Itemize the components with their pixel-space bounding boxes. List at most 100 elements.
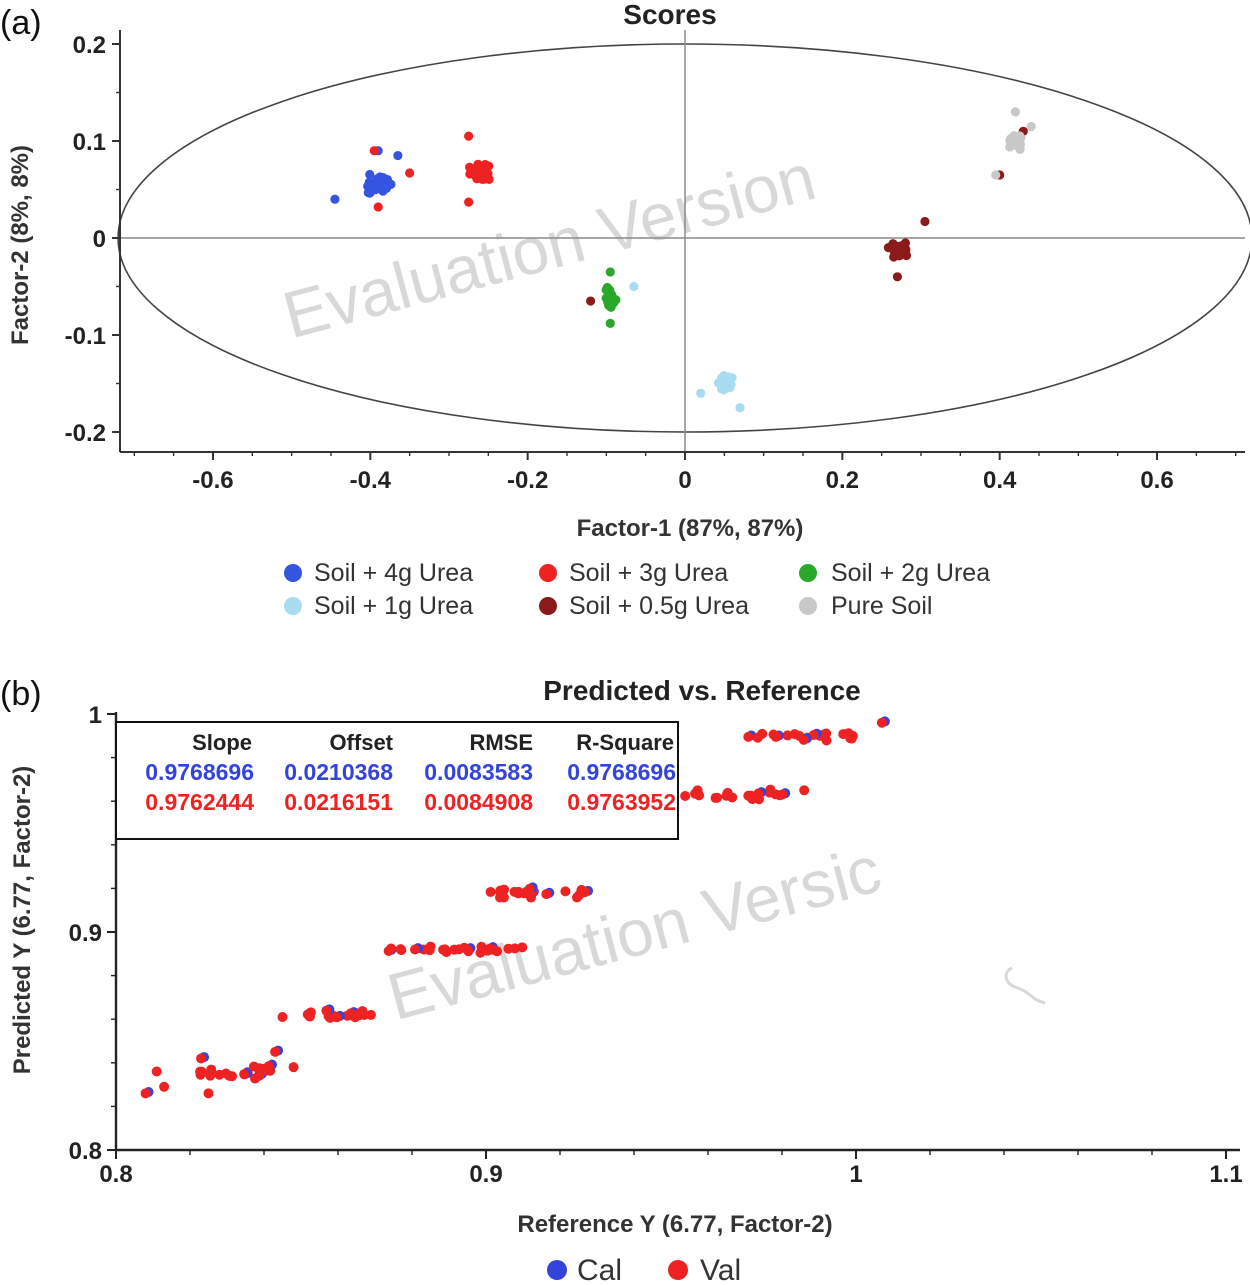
val-point — [765, 784, 776, 795]
val-point — [248, 1061, 259, 1072]
stats-header-offset: Offset — [329, 730, 393, 755]
val-point — [876, 717, 887, 728]
val-point — [410, 944, 421, 955]
point-soil-0-5g-urea — [920, 216, 930, 227]
val-point — [196, 1066, 207, 1077]
val-point — [694, 790, 705, 801]
val-point — [386, 943, 397, 954]
val-point — [509, 886, 520, 897]
legend-label-cal: Cal — [577, 1254, 622, 1285]
scores-y-axis-title: Factor-2 (8%, 8%) — [7, 145, 34, 345]
legend-marker-2g — [799, 564, 817, 582]
val-point — [270, 1046, 281, 1057]
stats-cal-offset: 0.0210368 — [284, 759, 393, 785]
val-point — [321, 1005, 332, 1016]
val-point — [680, 791, 691, 802]
val-point — [439, 944, 450, 955]
point-soil-2g-urea — [605, 318, 615, 328]
watermark-fragment — [1004, 966, 1046, 1005]
val-point — [305, 1007, 316, 1018]
stats-val-offset: 0.0216151 — [284, 789, 393, 815]
stats-val-rmse: 0.0084908 — [424, 789, 533, 815]
legend-marker-1g — [284, 597, 302, 615]
point-soil-3g-urea — [464, 131, 474, 141]
pred-ref-x-tick-label: 1.1 — [1209, 1161, 1242, 1188]
val-point — [140, 1088, 151, 1099]
stats-cal-slope: 0.9768696 — [145, 759, 254, 785]
point-pure-soil — [1010, 107, 1021, 117]
watermark-b: Evaluation Versic — [380, 832, 888, 1035]
point-soil-3g-urea — [472, 174, 482, 184]
val-point — [159, 1081, 170, 1092]
point-pure-soil — [1009, 134, 1020, 144]
point-soil-4g-urea — [382, 174, 393, 185]
scores-y-tick-label: -0.2 — [65, 420, 106, 447]
panel-label-a: (a) — [0, 4, 42, 42]
legend-marker-05g — [539, 597, 557, 615]
scores-x-tick-label: -0.4 — [350, 467, 392, 494]
val-point — [357, 1006, 368, 1017]
val-point — [710, 792, 721, 803]
legend-label-2g: Soil + 2g Urea — [831, 559, 990, 587]
pred-ref-x-tick-label: 0.8 — [99, 1161, 132, 1188]
val-point — [331, 1012, 342, 1023]
val-point — [499, 884, 510, 895]
point-soil-4g-urea — [393, 150, 403, 161]
point-soil-2g-urea — [605, 267, 615, 277]
val-point — [574, 889, 585, 900]
point-soil-4g-urea — [363, 181, 373, 191]
stats-table-box — [115, 721, 679, 840]
legend-marker-pure-soil — [799, 597, 817, 615]
val-point — [560, 886, 571, 897]
point-soil-0-5g-urea — [883, 242, 894, 253]
point-soil-3g-urea — [373, 202, 383, 212]
val-point — [214, 1069, 225, 1080]
scores-y-tick-label: 0.2 — [73, 32, 106, 59]
scores-title: Scores — [623, 0, 716, 30]
val-point — [395, 944, 406, 955]
val-point — [798, 734, 809, 745]
point-pure-soil — [991, 170, 1001, 180]
scores-x-tick-label: -0.6 — [192, 467, 233, 494]
val-point — [196, 1053, 207, 1064]
stats-val-rsquare: 0.9763952 — [567, 789, 676, 815]
val-point — [768, 729, 779, 740]
val-point — [254, 1070, 265, 1081]
legend-label-05g: Soil + 0.5g Urea — [569, 592, 749, 620]
val-point — [206, 1064, 217, 1075]
point-soil-2g-urea — [606, 289, 616, 299]
point-soil-3g-urea — [478, 173, 489, 183]
pred-ref-y-tick-label: 0.8 — [69, 1138, 102, 1165]
val-point — [288, 1062, 299, 1073]
val-point — [482, 945, 493, 956]
val-point — [799, 785, 810, 796]
pred-ref-x-axis-title: Reference Y (6.77, Factor-2) — [517, 1211, 832, 1238]
point-soil-3g-urea — [473, 163, 483, 173]
point-soil-3g-urea — [464, 197, 474, 207]
scores-plot: Evaluation Version -0.6 -0.4 -0.2 0 0.2 0.4 0.… — [65, 30, 1250, 494]
point-soil-4g-urea — [365, 169, 375, 180]
val-point — [239, 1069, 250, 1080]
scores-x-tick-label: 0.2 — [826, 467, 859, 494]
val-point — [277, 1012, 288, 1023]
stats-val-slope: 0.9762444 — [145, 789, 254, 815]
stats-table: Slope Offset RMSE R-Square 0.9768696 0.0… — [115, 721, 679, 840]
val-point — [745, 790, 756, 801]
point-soil-1g-urea — [735, 403, 745, 413]
panel-label-b: (b) — [0, 675, 42, 713]
pred-ref-x-tick-label: 1 — [849, 1161, 862, 1188]
watermark-a: Evaluation Version — [275, 139, 822, 352]
legend-label-pure-soil: Pure Soil — [831, 592, 932, 620]
point-soil-4g-urea — [380, 182, 391, 192]
stats-cal-rsquare: 0.9768696 — [567, 759, 676, 785]
scores-x-axis-title: Factor-1 (87%, 87%) — [577, 515, 804, 542]
val-point — [264, 1060, 275, 1071]
val-point — [203, 1088, 214, 1099]
val-point — [743, 731, 754, 742]
val-point — [838, 729, 849, 740]
val-point — [524, 883, 535, 894]
point-soil-1g-urea — [629, 281, 639, 292]
point-soil-1g-urea — [724, 378, 734, 388]
point-soil-2g-urea — [606, 302, 616, 312]
